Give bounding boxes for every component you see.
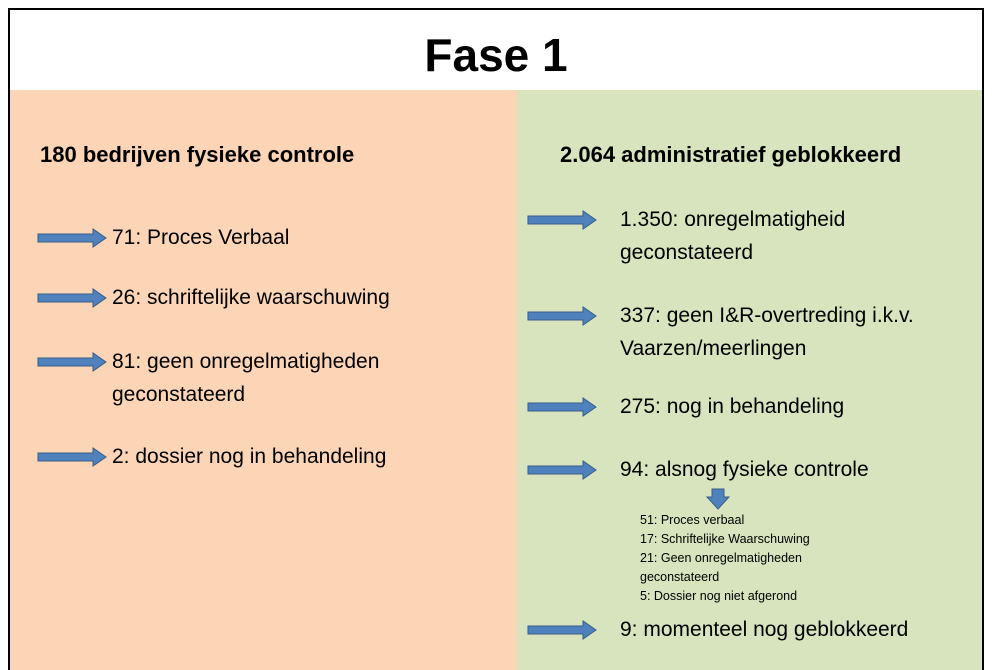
item-text: 94: alsnog fysieke controle xyxy=(620,458,869,481)
left-heading: 180 bedrijven fysieke controle xyxy=(40,142,355,167)
arrow-shape xyxy=(37,228,107,248)
sub-item: 5: Dossier nog niet afgerond xyxy=(640,589,798,603)
arrow xyxy=(527,460,597,480)
arrow xyxy=(37,228,107,248)
arrow xyxy=(527,306,597,326)
arrow xyxy=(527,620,597,640)
arrow-shape xyxy=(37,352,107,372)
arrow-shape xyxy=(527,397,597,417)
sub-item: geconstateerd xyxy=(640,570,720,584)
arrow xyxy=(527,397,597,417)
arrow xyxy=(37,352,107,372)
item-text: 2: dossier nog in behandeling xyxy=(112,445,387,468)
arrow-shape xyxy=(527,460,597,480)
arrow xyxy=(37,447,107,467)
item-text: 26: schriftelijke waarschuwing xyxy=(112,286,390,309)
sub-item: 21: Geen onregelmatigheden xyxy=(640,551,802,565)
item-text: geconstateerd xyxy=(620,241,754,264)
arrow xyxy=(527,210,597,230)
down-arrow xyxy=(706,488,730,510)
item-text: 71: Proces Verbaal xyxy=(112,226,290,249)
arrow-shape xyxy=(37,447,107,467)
item-text: 81: geen onregelmatigheden xyxy=(112,350,380,373)
item-text: 337: geen I&R-overtreding i.k.v. xyxy=(620,304,914,327)
item-text: geconstateerd xyxy=(112,383,246,406)
arrow-shape xyxy=(527,620,597,640)
item-text: 9: momenteel nog geblokkeerd xyxy=(620,618,909,641)
item-text: 1.350: onregelmatigheid xyxy=(620,208,846,231)
frame xyxy=(8,8,984,670)
sub-item: 51: Proces verbaal xyxy=(640,513,745,527)
arrow xyxy=(37,288,107,308)
right-panel xyxy=(517,90,984,670)
arrow-shape xyxy=(37,288,107,308)
slide-title: Fase 1 xyxy=(424,29,568,81)
arrow-shape xyxy=(527,306,597,326)
item-text: Vaarzen/meerlingen xyxy=(620,337,807,360)
arrow-shape xyxy=(527,210,597,230)
right-heading: 2.064 administratief geblokkeerd xyxy=(560,142,902,167)
item-text: 275: nog in behandeling xyxy=(620,395,845,418)
left-panel xyxy=(10,90,517,670)
sub-item: 17: Schriftelijke Waarschuwing xyxy=(640,532,810,546)
